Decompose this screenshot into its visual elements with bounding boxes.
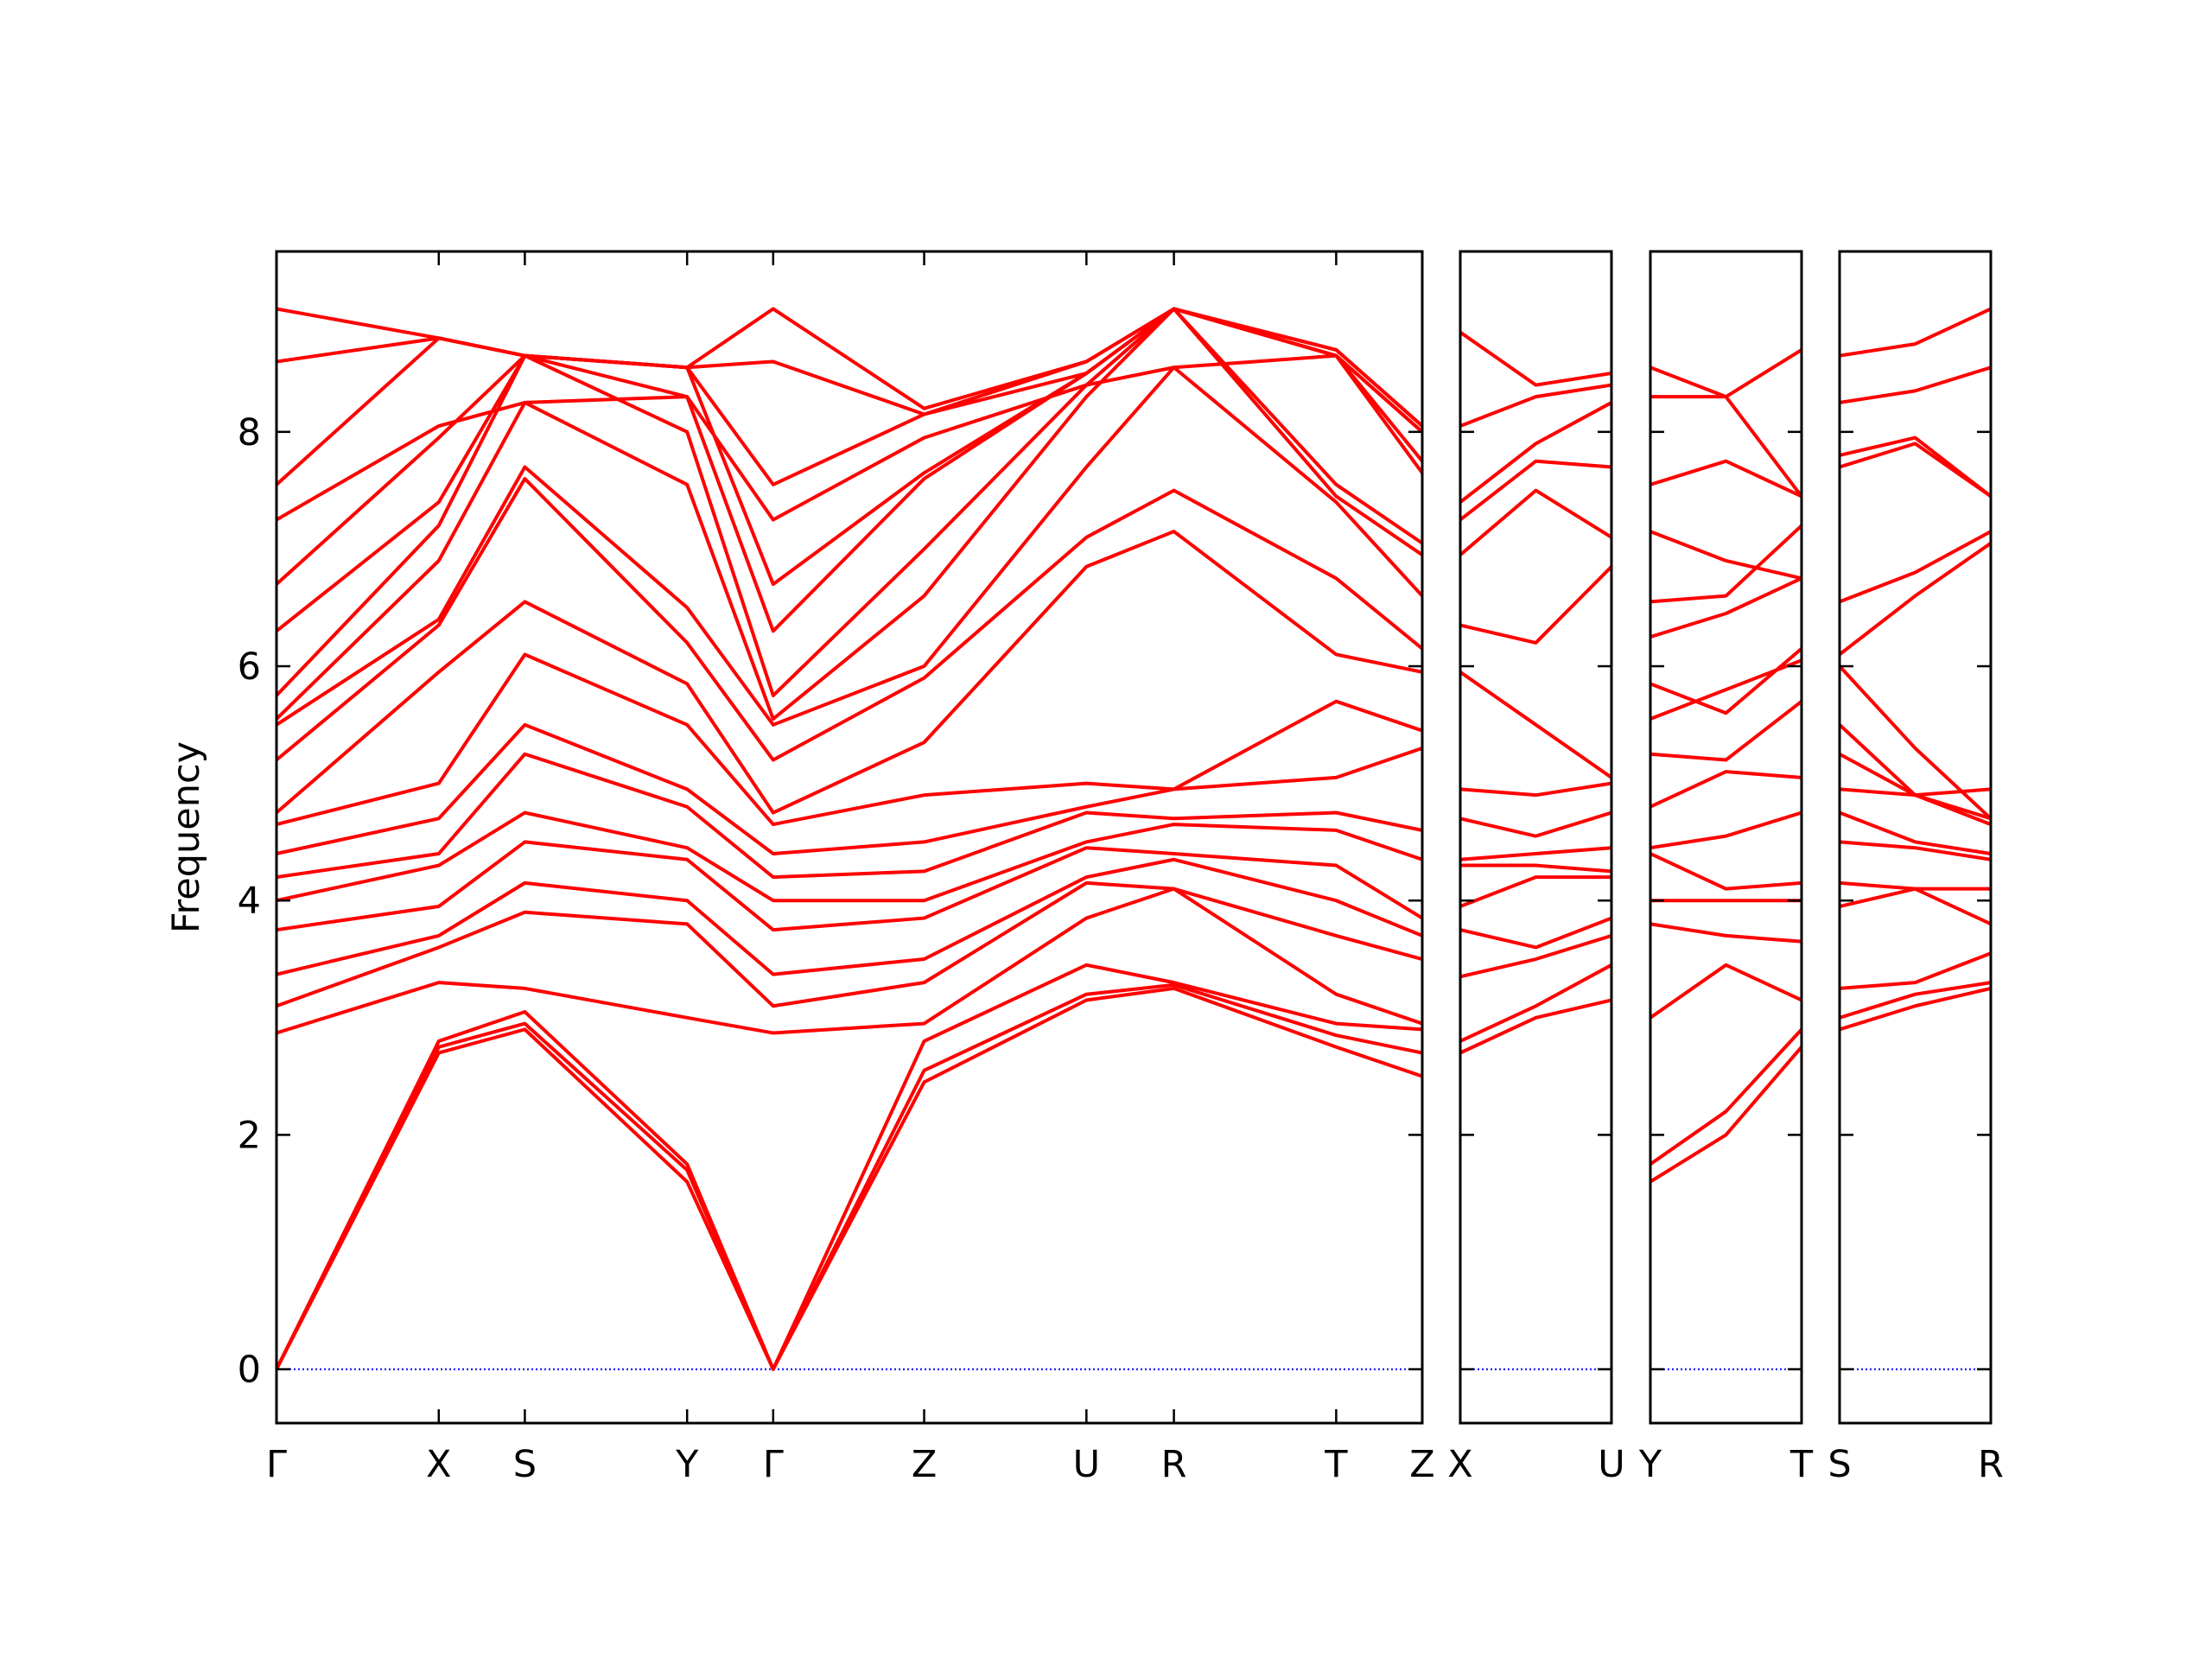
band-line bbox=[1840, 530, 1991, 604]
band-line bbox=[1650, 1046, 1802, 1184]
x-tick-label: Y bbox=[1638, 1443, 1662, 1486]
band-line bbox=[1460, 810, 1611, 838]
x-tick-label: T bbox=[1789, 1443, 1814, 1486]
band-line bbox=[1650, 524, 1802, 604]
band-line bbox=[1840, 723, 1991, 798]
axes-frame bbox=[275, 250, 1424, 1425]
band-line bbox=[1840, 951, 1991, 990]
band-line bbox=[1650, 459, 1802, 499]
band-line bbox=[1840, 541, 1991, 657]
band-line bbox=[1840, 981, 1991, 1020]
band-line bbox=[1650, 576, 1802, 639]
band-line bbox=[1840, 810, 1991, 855]
x-tick-label: Γ bbox=[763, 1443, 784, 1486]
plot-area bbox=[1650, 348, 1802, 1370]
band-line bbox=[1460, 916, 1611, 950]
band-line bbox=[1840, 880, 1991, 891]
x-tick-label: S bbox=[1827, 1443, 1851, 1486]
plot-area bbox=[1460, 330, 1611, 1370]
band-line bbox=[1460, 401, 1611, 504]
band-line bbox=[1460, 671, 1611, 779]
band-line bbox=[1650, 395, 1802, 498]
band-line bbox=[1460, 875, 1611, 908]
band-line bbox=[1650, 348, 1802, 399]
band-line bbox=[276, 652, 1422, 827]
x-tick-label: U bbox=[1598, 1443, 1624, 1486]
band-line bbox=[1840, 435, 1991, 498]
y-axis-label: Frequency bbox=[165, 741, 208, 933]
band-line bbox=[276, 986, 1422, 1371]
band-line bbox=[1650, 852, 1802, 891]
x-tick-label: U bbox=[1073, 1443, 1100, 1486]
band-line bbox=[276, 530, 1422, 815]
band-line bbox=[276, 963, 1422, 1371]
band-line bbox=[1840, 840, 1991, 861]
band-line bbox=[1460, 565, 1611, 645]
band-line bbox=[276, 840, 1422, 932]
x-tick-label: R bbox=[1978, 1443, 2004, 1486]
band-line bbox=[276, 722, 1422, 855]
band-line bbox=[1840, 986, 1991, 1032]
band-line bbox=[276, 365, 1422, 727]
band-line bbox=[1460, 933, 1611, 979]
band-line bbox=[1650, 770, 1802, 809]
x-tick-label: Γ bbox=[266, 1443, 287, 1486]
axes-frame bbox=[1459, 250, 1613, 1425]
band-line bbox=[1460, 846, 1611, 861]
band-line bbox=[276, 857, 1422, 976]
band-line bbox=[276, 982, 1422, 1371]
plot-area bbox=[1840, 307, 1991, 1370]
y-tick-label: 6 bbox=[238, 645, 261, 689]
x-tick-label: X bbox=[426, 1443, 451, 1486]
band-line bbox=[1460, 488, 1611, 556]
band-line bbox=[1650, 700, 1802, 762]
band-line bbox=[1460, 963, 1611, 1043]
band-line bbox=[276, 887, 1422, 1035]
band-line bbox=[276, 477, 1422, 762]
band-line bbox=[1460, 383, 1611, 428]
y-tick-label: 4 bbox=[238, 880, 261, 923]
y-tick-label: 0 bbox=[238, 1349, 261, 1392]
band-line bbox=[276, 353, 1422, 522]
band-line bbox=[276, 880, 1422, 1008]
x-tick-label: T bbox=[1324, 1443, 1348, 1486]
x-tick-label: X bbox=[1447, 1443, 1472, 1486]
band-line bbox=[1650, 647, 1802, 715]
band-line bbox=[276, 810, 1422, 903]
band-line bbox=[276, 752, 1422, 880]
band-line bbox=[276, 307, 1422, 721]
x-tick-label: Y bbox=[675, 1443, 699, 1486]
band-line bbox=[1840, 664, 1991, 820]
y-tick-label: 8 bbox=[238, 411, 261, 454]
axes-frame bbox=[1649, 250, 1803, 1425]
band-line bbox=[1460, 781, 1611, 798]
x-tick-label: Z bbox=[912, 1443, 937, 1486]
band-line bbox=[1460, 998, 1611, 1055]
band-line bbox=[1650, 530, 1802, 581]
band-line bbox=[1650, 922, 1802, 944]
x-tick-label: R bbox=[1161, 1443, 1187, 1486]
band-line bbox=[1460, 863, 1611, 874]
x-tick-label: Z bbox=[1409, 1443, 1434, 1486]
band-line bbox=[1650, 1028, 1802, 1166]
plot-area bbox=[276, 307, 1422, 1371]
band-line bbox=[1840, 365, 1991, 404]
band-line bbox=[1650, 963, 1802, 1020]
x-tick-label: S bbox=[513, 1443, 537, 1486]
band-line bbox=[276, 307, 1422, 697]
band-line bbox=[1650, 810, 1802, 850]
axes-frame bbox=[1838, 250, 1993, 1425]
band-line bbox=[1460, 459, 1611, 522]
y-tick-label: 2 bbox=[238, 1114, 261, 1157]
band-line bbox=[1840, 307, 1991, 358]
band-line bbox=[1840, 752, 1991, 821]
band-line bbox=[1460, 330, 1611, 387]
band-line bbox=[1840, 887, 1991, 926]
band-line bbox=[276, 307, 1422, 428]
